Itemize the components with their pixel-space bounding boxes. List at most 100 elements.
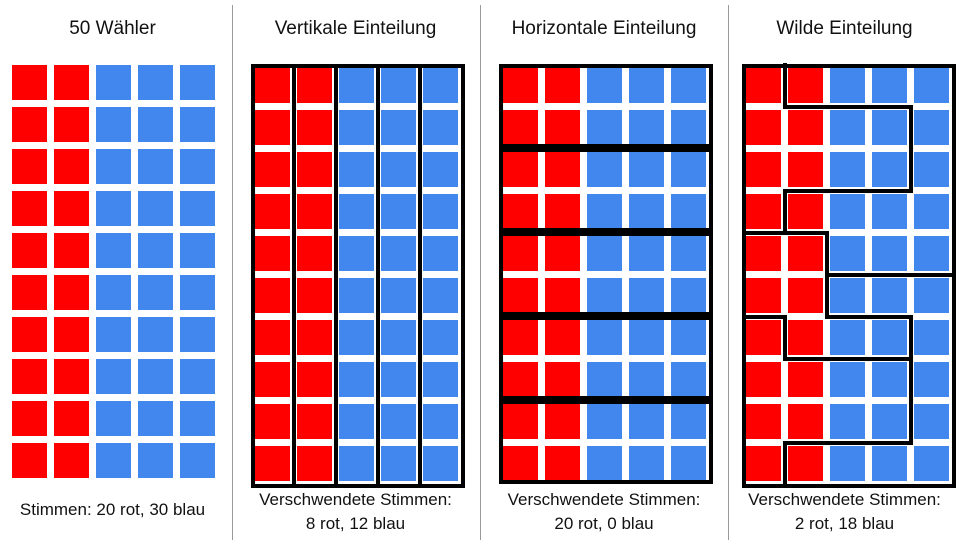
voter-red: [503, 362, 538, 397]
voter-blue: [339, 152, 374, 187]
panel-vertical: Vertikale Einteilung Verschwendete Stimm…: [233, 0, 478, 540]
voter-blue: [423, 68, 458, 103]
voter-red: [12, 65, 47, 100]
caption-line: Verschwendete Stimmen:: [507, 490, 701, 509]
voter-blue: [96, 275, 131, 310]
voter-blue: [339, 320, 374, 355]
voter-blue: [914, 446, 949, 481]
voter-blue: [914, 110, 949, 145]
voter-blue: [423, 446, 458, 481]
voter-blue: [872, 404, 907, 439]
voter-blue: [830, 236, 865, 271]
voter-red: [788, 320, 823, 355]
voter-blue: [423, 404, 458, 439]
caption-line: 8 rot, 12 blau: [305, 514, 406, 533]
voter-blue: [914, 320, 949, 355]
panel-caption: Verschwendete Stimmen: 8 rot, 12 blau: [233, 488, 478, 536]
voter-blue: [587, 68, 622, 103]
voter-blue: [629, 110, 664, 145]
voter-blue: [96, 317, 131, 352]
panel-caption: Verschwendete Stimmen: 20 rot, 0 blau: [481, 488, 727, 536]
voter-blue: [671, 404, 706, 439]
voter-blue: [830, 446, 865, 481]
voter-red: [297, 110, 332, 145]
panel-title: 50 Wähler: [69, 18, 156, 39]
voter-blue: [629, 362, 664, 397]
voter-blue: [671, 362, 706, 397]
panel-divider: [232, 5, 233, 540]
voter-blue: [872, 236, 907, 271]
voter-blue: [671, 278, 706, 313]
panel-wild: Wilde Einteilung Verschwendete Stimmen: …: [729, 0, 960, 540]
voter-blue: [381, 110, 416, 145]
voter-red: [297, 404, 332, 439]
voter-blue: [381, 404, 416, 439]
district-border: [499, 316, 713, 400]
voter-blue: [914, 404, 949, 439]
voter-blue: [629, 152, 664, 187]
voter-blue: [914, 236, 949, 271]
district-border: [499, 64, 713, 148]
voter-red: [255, 278, 290, 313]
voter-blue: [96, 191, 131, 226]
voter-blue: [423, 320, 458, 355]
voter-red: [545, 110, 580, 145]
voter-blue: [629, 320, 664, 355]
voter-blue: [180, 191, 215, 226]
voter-red: [545, 278, 580, 313]
voter-red: [746, 362, 781, 397]
voter-blue: [96, 401, 131, 436]
voter-red: [746, 404, 781, 439]
voter-red: [788, 278, 823, 313]
voter-red: [54, 443, 89, 478]
district-border: [251, 64, 465, 488]
voter-red: [297, 278, 332, 313]
voter-blue: [339, 362, 374, 397]
voter-red: [746, 236, 781, 271]
voter-red: [545, 236, 580, 271]
voter-blue: [96, 443, 131, 478]
voter-blue: [138, 149, 173, 184]
voter-blue: [671, 236, 706, 271]
voter-blue: [914, 68, 949, 103]
voter-blue: [671, 194, 706, 229]
voter-red: [503, 152, 538, 187]
voter-blue: [830, 278, 865, 313]
voter-blue: [587, 320, 622, 355]
voter-red: [746, 320, 781, 355]
voter-red: [788, 152, 823, 187]
district-border: [499, 148, 713, 232]
voter-blue: [381, 68, 416, 103]
voter-red: [746, 152, 781, 187]
voter-red: [788, 194, 823, 229]
voter-red: [54, 359, 89, 394]
district-border: [499, 400, 713, 484]
voter-red: [503, 446, 538, 481]
panel-caption: Verschwendete Stimmen: 2 rot, 18 blau: [729, 488, 960, 536]
voter-red: [54, 401, 89, 436]
voter-red: [788, 68, 823, 103]
voter-red: [297, 446, 332, 481]
voter-red: [503, 194, 538, 229]
voter-blue: [587, 236, 622, 271]
voter-blue: [381, 152, 416, 187]
panel-voters: 50 Wähler Stimmen: 20 rot, 30 blau: [0, 0, 225, 540]
voter-blue: [138, 359, 173, 394]
voter-red: [12, 359, 47, 394]
voter-red: [297, 362, 332, 397]
voter-blue: [587, 194, 622, 229]
voter-red: [12, 107, 47, 142]
voter-red: [255, 68, 290, 103]
voter-blue: [180, 359, 215, 394]
voter-blue: [671, 446, 706, 481]
voter-blue: [872, 320, 907, 355]
voter-red: [255, 446, 290, 481]
voter-blue: [339, 194, 374, 229]
voter-blue: [381, 194, 416, 229]
voter-red: [297, 236, 332, 271]
panel-title: Horizontale Einteilung: [511, 18, 697, 39]
voter-blue: [138, 65, 173, 100]
voter-red: [12, 191, 47, 226]
voter-blue: [872, 152, 907, 187]
voter-blue: [872, 68, 907, 103]
